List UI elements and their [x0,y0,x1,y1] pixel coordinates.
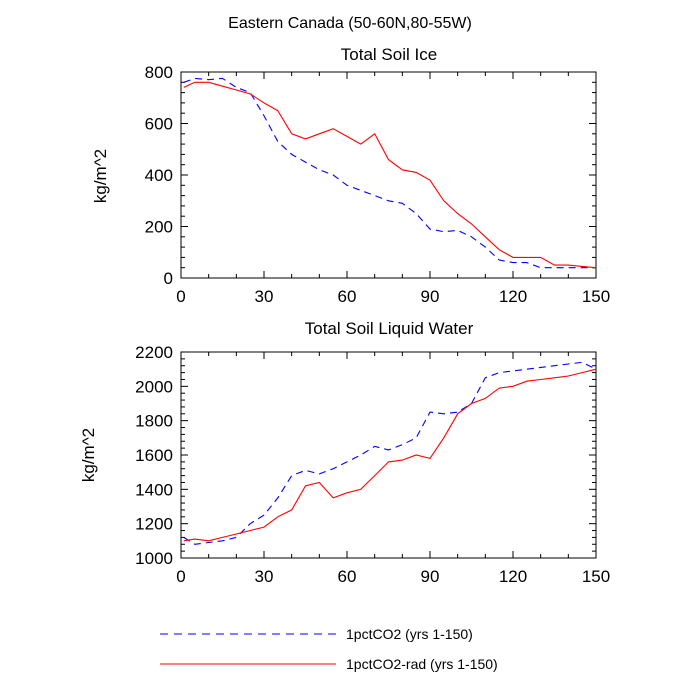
x-tick-label: 30 [255,287,274,306]
y-tick-label: 800 [145,63,173,82]
y-tick-label: 1600 [135,446,173,465]
y-tick-label: 1000 [135,549,173,568]
y-tick-label: 200 [145,218,173,237]
series-line-1pctco2-rad [183,368,597,542]
ylabel-soil-ice: kg/m^2 [91,149,110,203]
x-tick-label: 0 [176,567,185,586]
y-tick-label: 1200 [135,515,173,534]
panel-soil-ice: Total Soil Ice kg/m^2 0 30 60 90 120 150 0 200 4… [91,45,610,306]
panel-soil-liquid-water: Total Soil Liquid Water kg/m^2 0 30 60 90 12… [79,319,610,586]
x-tick-label: 120 [499,287,527,306]
plot-frame-soil-ice [180,71,597,279]
y-tick-label: 2000 [135,377,173,396]
x-tick-label: 60 [338,287,357,306]
x-tick-label: 90 [421,567,440,586]
x-tick-label: 150 [582,567,610,586]
series-line-1pctco2 [183,77,596,269]
x-tick-label: 150 [582,287,610,306]
y-tick-label: 0 [164,269,173,288]
legend-label-1pctco2: 1pctCO2 (yrs 1-150) [346,626,473,642]
panel-title-soil-liquid: Total Soil Liquid Water [305,319,474,338]
y-tick-label: 1400 [135,480,173,499]
x-tick-label: 0 [176,287,185,306]
y-tick-label: 600 [145,115,173,134]
x-tick-label: 120 [499,567,527,586]
x-tick-label: 60 [338,567,357,586]
figure-suptitle: Eastern Canada (50-60N,80-55W) [228,15,472,32]
y-tick-label: 400 [145,166,173,185]
legend: 1pctCO2 (yrs 1-150) 1pctCO2-rad (yrs 1-1… [160,626,498,672]
y-tick-label: 2200 [135,343,173,362]
series-line-1pctco2 [183,361,597,545]
legend-label-1pctco2-rad: 1pctCO2-rad (yrs 1-150) [346,656,498,672]
series-line-1pctco2-rad [183,81,597,269]
x-tick-label: 90 [421,287,440,306]
x-tick-label: 30 [255,567,274,586]
panel-title-soil-ice: Total Soil Ice [341,45,437,64]
plot-frame-soil-liquid [180,351,597,559]
y-tick-label: 1800 [135,412,173,431]
ylabel-soil-liquid: kg/m^2 [79,428,98,482]
